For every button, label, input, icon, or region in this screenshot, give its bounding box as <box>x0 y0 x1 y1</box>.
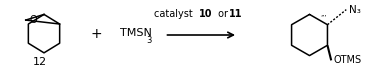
Text: 3: 3 <box>146 36 152 45</box>
Text: N₃: N₃ <box>349 5 360 15</box>
Text: TMSN: TMSN <box>121 28 152 38</box>
Text: 11: 11 <box>229 9 243 19</box>
Text: ’’’: ’’’ <box>320 15 326 21</box>
Text: +: + <box>91 27 102 41</box>
Text: 10: 10 <box>199 9 213 19</box>
Text: O: O <box>29 15 37 25</box>
Text: OTMS: OTMS <box>333 55 362 65</box>
Text: catalyst: catalyst <box>154 9 199 19</box>
Text: 12: 12 <box>33 57 47 67</box>
Text: or: or <box>215 9 231 19</box>
